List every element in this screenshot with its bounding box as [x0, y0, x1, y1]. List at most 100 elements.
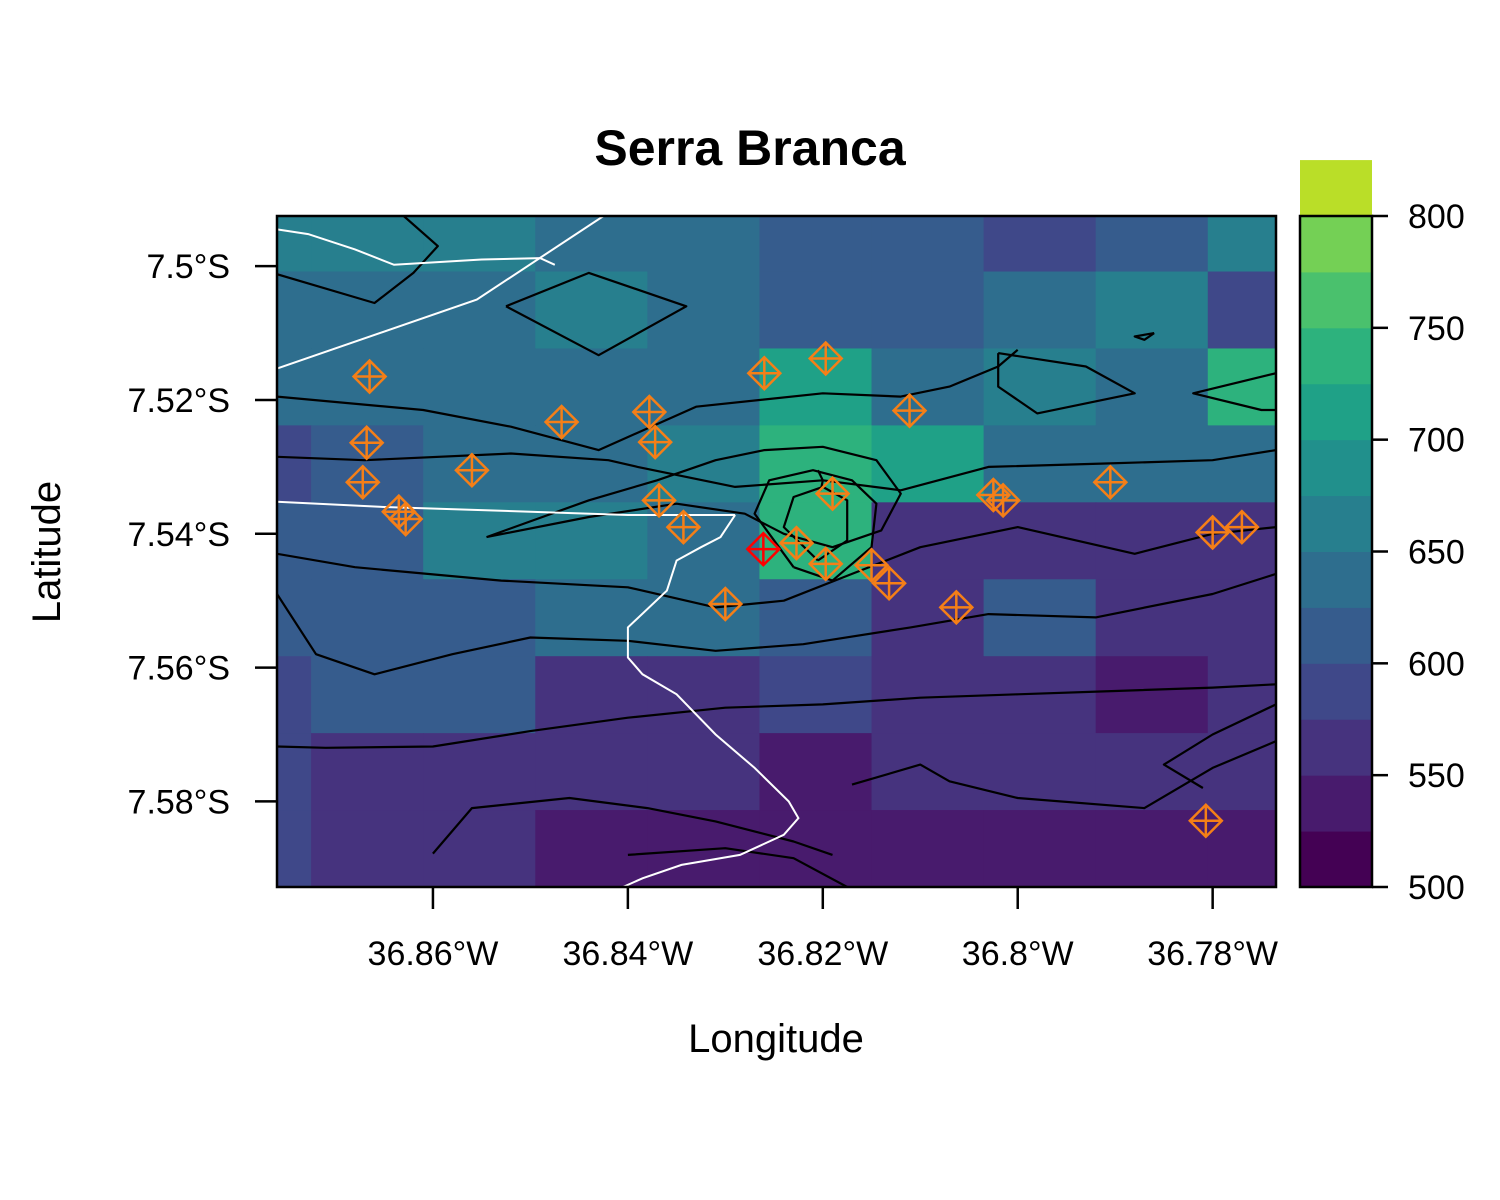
raster-cell — [647, 271, 761, 350]
raster-cell — [983, 579, 1097, 657]
colorbar-tick-label: 650 — [1408, 534, 1465, 572]
colorbar-tick-label: 600 — [1408, 645, 1465, 683]
station-marker — [641, 482, 677, 519]
raster-cell — [423, 425, 536, 503]
contour-line — [486, 445, 902, 549]
colorbar-swatch — [1300, 719, 1372, 776]
y-axis-label: Latitude — [25, 481, 69, 623]
raster-cell — [277, 656, 312, 734]
contour-line — [277, 216, 439, 305]
raster-cell — [1095, 579, 1209, 657]
colorbar-swatch — [1300, 831, 1372, 888]
contour-line — [277, 572, 1276, 676]
raster-cell — [1207, 425, 1276, 503]
raster-cell — [983, 733, 1097, 811]
raster-cell — [1207, 579, 1276, 657]
colorbar-swatch — [1300, 775, 1372, 832]
station-marker — [746, 355, 783, 391]
raster-cell — [535, 216, 648, 273]
y-tick-label: 7.56°S — [128, 650, 230, 688]
raster-cell — [759, 271, 873, 350]
raster-cell — [423, 502, 536, 580]
contour-line — [1162, 703, 1276, 789]
raster-cell — [759, 656, 873, 734]
colorbar-swatch — [1300, 607, 1372, 664]
station-marker — [891, 392, 928, 429]
raster-cell — [311, 656, 424, 734]
raster-cell — [423, 348, 536, 426]
station-marker — [778, 525, 815, 561]
raster-cell — [871, 271, 985, 350]
raster-cell — [423, 579, 536, 657]
raster-cell — [871, 656, 985, 734]
raster-cell — [1095, 733, 1209, 811]
raster-cell — [759, 425, 873, 503]
contour-line — [753, 469, 878, 582]
station-marker — [707, 586, 744, 622]
raster-cell — [983, 271, 1097, 350]
boundary-line — [277, 500, 736, 516]
colorbar-swatch — [1300, 439, 1372, 497]
contour-line — [627, 847, 848, 887]
station-marker — [1224, 509, 1260, 545]
colorbar-tick-label: 500 — [1408, 869, 1465, 907]
raster-cell — [1095, 348, 1209, 426]
raster-cell — [535, 271, 648, 350]
raster-cell — [983, 810, 1097, 887]
boundary-line — [277, 216, 605, 370]
raster-cell — [311, 810, 424, 887]
colorbar-swatch — [1300, 383, 1372, 441]
contour-line — [1192, 372, 1276, 412]
x-tick-label: 36.78°W — [1147, 935, 1278, 973]
raster-cell — [277, 425, 312, 503]
contour-line — [277, 683, 1276, 749]
raster-cell — [311, 579, 424, 657]
contour-line — [432, 796, 833, 856]
station-marker — [853, 547, 890, 583]
station-marker — [938, 589, 975, 626]
x-tick-label: 36.84°W — [562, 935, 693, 973]
raster-cell — [277, 271, 312, 350]
boundary-layer — [277, 216, 800, 887]
contour-line — [851, 740, 1276, 810]
station-marker — [1092, 464, 1129, 501]
x-tick-label: 36.82°W — [757, 935, 888, 973]
raster-cell — [871, 425, 985, 503]
raster-cell — [535, 579, 648, 657]
station-marker — [631, 394, 668, 430]
raster-cell — [871, 348, 985, 426]
station-marker — [387, 501, 424, 537]
contour-line — [505, 271, 688, 357]
raster-cell — [277, 502, 312, 580]
plot-frame — [275, 214, 1278, 889]
raster-cell — [423, 656, 536, 734]
raster-cell — [535, 810, 648, 887]
station-marker — [543, 404, 580, 440]
colorbar-tick-label: 750 — [1408, 310, 1465, 348]
raster-cell — [535, 733, 648, 811]
colorbar-swatch — [1300, 327, 1372, 385]
station-markers — [345, 340, 1260, 839]
raster-cell — [1095, 502, 1209, 580]
raster-cell — [647, 348, 761, 426]
y-axis: 7.5°S 7.52°S 7.54°S 7.56°S 7.58°S — [128, 248, 277, 821]
raster-cell — [1095, 216, 1209, 273]
station-marker — [1188, 803, 1224, 839]
x-tick-label: 36.86°W — [368, 935, 499, 973]
raster-cell — [311, 733, 424, 811]
raster-cell — [535, 656, 648, 734]
raster-cell — [871, 216, 985, 273]
x-axis-label: Longitude — [688, 1017, 864, 1061]
raster-cell — [871, 810, 985, 887]
contour-line — [997, 352, 1136, 415]
station-marker — [1194, 514, 1231, 551]
raster-cell — [1095, 810, 1209, 887]
station-marker — [807, 340, 844, 377]
raster-cell — [647, 810, 761, 887]
raster-cell — [277, 579, 312, 657]
colorbar-swatch — [1300, 551, 1372, 608]
station-marker — [348, 425, 385, 461]
highlight-station-marker — [745, 531, 782, 567]
colorbar-swatch — [1300, 271, 1372, 329]
